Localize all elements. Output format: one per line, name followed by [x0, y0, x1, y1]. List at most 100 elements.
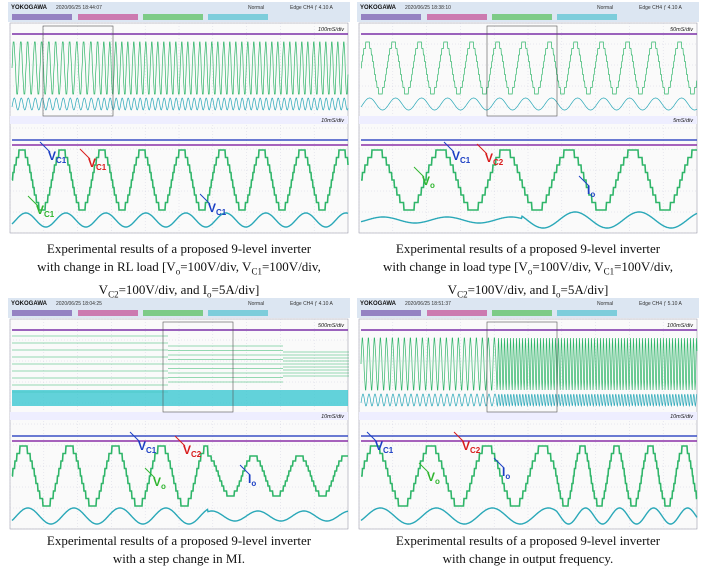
caption-text: =100V/div, V [180, 259, 251, 274]
channel-box [78, 310, 138, 316]
caption-line: Experimental results of a proposed 9-lev… [353, 532, 703, 550]
caption-line: with change in output frequency. [353, 550, 703, 568]
channel-box [557, 310, 617, 316]
caption-text: =100V/div, and I [119, 282, 207, 297]
label-sub: o [251, 479, 256, 488]
label-sub: C1 [383, 446, 394, 455]
label-main: V [153, 475, 161, 489]
channel-box [208, 310, 268, 316]
caption-text: =100V/div, [614, 259, 673, 274]
scope-timestamp: 2020/06/25 18:44:07 [56, 5, 102, 11]
scope-panel: YOKOGAWA2020/06/25 18:51:37NormalEdge CH… [357, 298, 699, 530]
label-sub: C2 [493, 158, 504, 167]
caption-line: with change in load type [Vo=100V/div, V… [353, 258, 703, 281]
channel-box [427, 310, 487, 316]
caption-text: V [448, 282, 457, 297]
caption-text: with change in output frequency. [443, 551, 614, 566]
scope-panel: YOKOGAWA 2020/06/25 18:44:07 Normal Edge CH… [8, 2, 350, 234]
scope-brand: YOKOGAWA [360, 5, 397, 11]
caption-subscript: C1 [251, 267, 262, 277]
caption-text: Experimental results of a proposed 9-lev… [396, 241, 660, 256]
channel-box [143, 310, 203, 316]
caption: Experimental results of a proposed 9-lev… [353, 532, 703, 568]
label-sub: C1 [146, 446, 157, 455]
channel-box [12, 310, 72, 316]
caption-line: VC2=100V/div, and Io=5A/div] [4, 281, 354, 304]
channel-box [12, 14, 72, 20]
channel-box [143, 14, 203, 20]
caption-subscript: C1 [604, 267, 615, 277]
main-scale: 100mS/div [318, 27, 345, 33]
channel-box [492, 14, 552, 20]
zoom-scale: 10mS/div [321, 414, 345, 420]
caption-text: with change in RL load [V [37, 259, 176, 274]
channel-box [557, 14, 617, 20]
channel-box [208, 14, 268, 20]
channel-box [492, 310, 552, 316]
caption-text: Experimental results of a proposed 9-lev… [396, 533, 660, 548]
scope-timestamp: 2020/06/25 18:38:10 [405, 5, 451, 11]
caption-text: =5A/div] [561, 282, 609, 297]
zoom-scale: 10mS/div [321, 118, 345, 124]
caption-text: Experimental results of a proposed 9-lev… [47, 241, 311, 256]
scope-mode: Normal [248, 5, 264, 11]
label-main: V [452, 149, 460, 163]
zoom-bar [359, 412, 697, 420]
channel-box [427, 14, 487, 20]
channel-box [361, 310, 421, 316]
caption-line: Experimental results of a proposed 9-lev… [4, 240, 354, 258]
label-sub: C2 [191, 450, 202, 459]
label-sub: o [505, 472, 510, 481]
label-main: V [88, 156, 96, 170]
label-main: V [36, 203, 44, 217]
channel-box [361, 14, 421, 20]
zoom-scale: 10mS/div [670, 414, 694, 420]
caption: Experimental results of a proposed 9-lev… [4, 532, 354, 568]
label-sub: C1 [460, 156, 471, 165]
label-sub: C1 [216, 208, 227, 217]
caption-subscript: C2 [108, 289, 119, 299]
label-sub: o [590, 190, 595, 199]
label-sub: C2 [470, 446, 481, 455]
scope-trigger: Edge CH4 ƒ 4.10 A [639, 5, 682, 11]
label-main: V [138, 439, 146, 453]
caption-text: with a step change in MI. [113, 551, 245, 566]
label-sub: C1 [56, 156, 67, 165]
caption-text: Experimental results of a proposed 9-lev… [47, 533, 311, 548]
caption-subscript: C2 [457, 289, 468, 299]
caption-text: =100V/div, [262, 259, 321, 274]
caption-line: Experimental results of a proposed 9-lev… [4, 532, 354, 550]
caption-text: with change in load type [V [383, 259, 528, 274]
label-main: V [427, 470, 435, 484]
label-main: V [183, 443, 191, 457]
caption: Experimental results of a proposed 9-lev… [4, 240, 354, 303]
channel-box [78, 14, 138, 20]
zoom-bar [10, 116, 348, 124]
scope-trigger: Edge CH4 ƒ 4.10 A [290, 5, 333, 11]
zoom-bar [359, 116, 697, 124]
caption: Experimental results of a proposed 9-lev… [353, 240, 703, 303]
caption-text: =100V/div, and I [468, 282, 556, 297]
caption-line: VC2=100V/div, and Io=5A/div] [353, 281, 703, 304]
label-main: V [375, 439, 383, 453]
caption-line: with change in RL load [Vo=100V/div, VC1… [4, 258, 354, 281]
label-sub: C1 [96, 163, 107, 172]
scope-brand: YOKOGAWA [11, 5, 48, 11]
scope-panel: YOKOGAWA 2020/06/25 18:38:10 Normal Edge CH… [357, 2, 699, 234]
trace-band [12, 390, 348, 406]
scope-mode: Normal [597, 5, 613, 11]
label-main: V [462, 439, 470, 453]
scope-panel: YOKOGAWA2020/06/25 18:04:25NormalEdge CH… [8, 298, 350, 530]
label-sub: o [435, 477, 440, 486]
main-scale: 50mS/div [670, 27, 694, 33]
label-main: V [422, 174, 430, 188]
label-sub: o [161, 482, 166, 491]
caption-text: V [99, 282, 108, 297]
label-main: V [48, 149, 56, 163]
caption-text: =100V/div, V [532, 259, 603, 274]
label-main: V [208, 201, 216, 215]
main-scale: 100mS/div [667, 323, 694, 329]
label-main: V [485, 151, 493, 165]
caption-line: Experimental results of a proposed 9-lev… [353, 240, 703, 258]
figure: YOKOGAWA 2020/06/25 18:44:07 Normal Edge CH… [0, 0, 703, 571]
